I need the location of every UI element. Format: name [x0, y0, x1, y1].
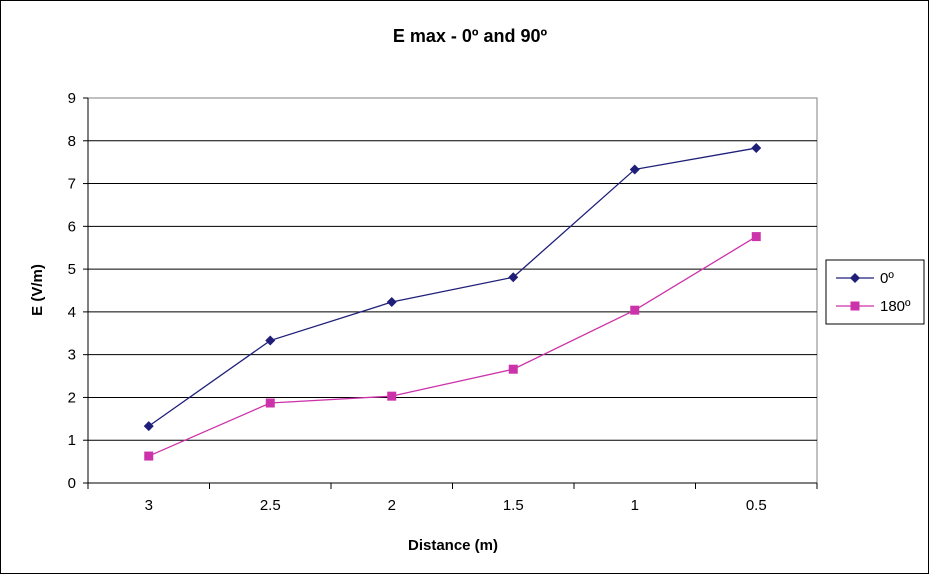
legend-label: 180º [880, 298, 911, 315]
data-point [144, 451, 154, 461]
y-tick-label: 9 [68, 90, 76, 107]
legend-marker [850, 301, 860, 311]
data-point [143, 421, 154, 432]
series-layer [143, 143, 762, 461]
data-point [751, 232, 761, 242]
y-axis-label: E (V/m) [29, 264, 46, 316]
y-tick-label: 5 [68, 261, 76, 278]
series-line [148, 236, 757, 457]
y-tick-label: 6 [68, 218, 76, 235]
legend: 0º 180º [836, 270, 911, 315]
legend-item: 0º [836, 270, 894, 287]
series-line [148, 147, 757, 427]
series-0 [143, 143, 762, 432]
legend-label: 0º [880, 270, 894, 287]
x-tick-label: 0.5 [746, 497, 767, 514]
x-axis-ticks: 3 2.5 2 1.5 1 0.5 [87, 483, 818, 514]
data-point [265, 398, 275, 408]
plot-area [87, 97, 818, 484]
y-tick-label: 0 [68, 475, 76, 492]
x-tick-label: 1.5 [503, 497, 524, 514]
data-point [629, 164, 640, 175]
data-point [387, 391, 397, 401]
data-point [265, 335, 276, 346]
legend-item: 180º [836, 298, 911, 315]
x-tick-label: 2.5 [260, 497, 281, 514]
y-axis-ticks: 0 1 2 3 4 5 6 7 8 9 [68, 90, 89, 492]
x-tick-label: 2 [388, 497, 396, 514]
y-tick-label: 2 [68, 389, 76, 406]
y-tick-label: 7 [68, 176, 76, 193]
y-tick-label: 3 [68, 347, 76, 364]
y-tick-label: 8 [68, 133, 76, 150]
x-tick-label: 1 [631, 497, 639, 514]
data-point [508, 364, 518, 374]
data-point [751, 143, 762, 154]
legend-marker [850, 273, 860, 283]
y-tick-label: 1 [68, 432, 76, 449]
legend-box [825, 259, 925, 325]
series-1 [144, 232, 761, 461]
data-point [386, 297, 397, 308]
x-axis-label: Distance (m) [408, 537, 498, 554]
data-point [630, 305, 640, 315]
data-point [508, 272, 519, 283]
chart-title: E max - 0º and 90º [393, 26, 548, 46]
x-tick-label: 3 [145, 497, 153, 514]
y-tick-label: 4 [68, 304, 76, 321]
